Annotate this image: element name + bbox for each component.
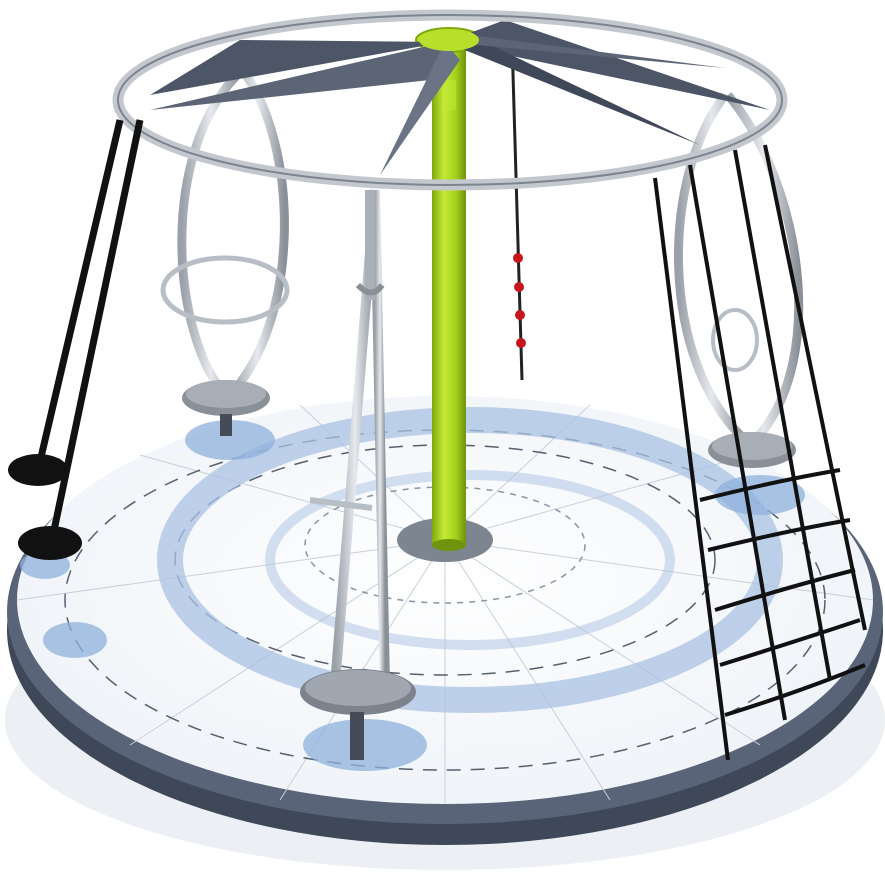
seat-pod-left <box>160 68 290 436</box>
seat-shadows <box>20 420 805 771</box>
rope-swings <box>8 119 144 560</box>
floor-shadows <box>157 407 783 713</box>
swing-disc <box>8 454 68 486</box>
center-pole <box>397 27 493 562</box>
swing-disc <box>18 526 82 560</box>
beaded-rope <box>510 39 526 381</box>
platform <box>7 396 883 845</box>
canopy <box>112 9 788 191</box>
climbing-net <box>653 144 867 761</box>
pole-shaft <box>432 45 466 545</box>
seat-front <box>300 189 416 760</box>
